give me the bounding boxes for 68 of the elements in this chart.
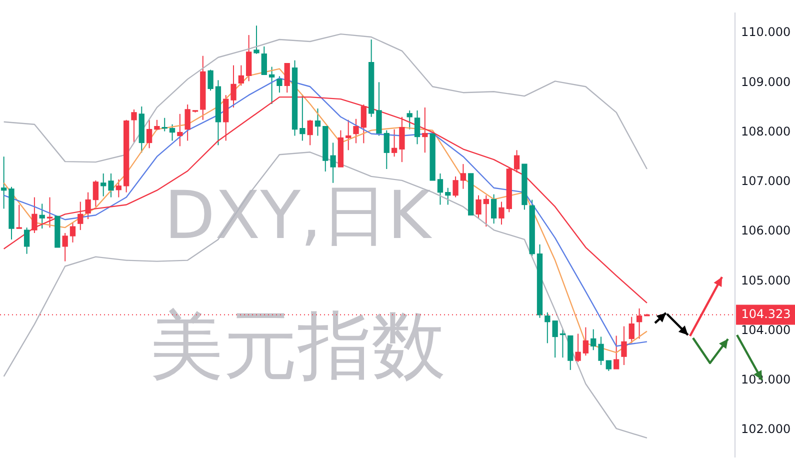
candlestick	[300, 94, 306, 142]
candlestick	[307, 119, 313, 146]
candlestick	[598, 336, 604, 366]
candlestick	[437, 172, 444, 206]
candlestick	[39, 203, 45, 230]
candlestick	[376, 82, 382, 136]
candlestick	[177, 113, 183, 147]
y-tick-label: 106.000	[741, 224, 791, 238]
y-tick-label: 105.000	[741, 273, 791, 288]
candlestick	[254, 25, 260, 54]
candlestick	[621, 326, 627, 366]
candlestick	[131, 108, 137, 144]
candlestick	[92, 180, 99, 208]
y-tick-label: 107.000	[741, 174, 791, 188]
candlestick	[476, 194, 482, 219]
y-tick-label: 110.000	[741, 25, 791, 40]
candlestick	[514, 150, 520, 173]
candlestick	[16, 204, 22, 230]
candlestick	[360, 104, 366, 144]
candlestick	[498, 201, 504, 226]
candlestick	[575, 333, 581, 363]
y-tick-label: 102.000	[741, 422, 791, 436]
candlestick	[1, 156, 7, 210]
candlestick	[628, 316, 634, 344]
y-tick-label: 109.000	[741, 74, 791, 89]
y-tick-label: 108.000	[741, 124, 791, 138]
candlestick	[406, 110, 412, 130]
candlestick	[268, 66, 275, 105]
candlestick	[284, 62, 290, 94]
candlestick	[169, 124, 176, 142]
candlestick	[391, 128, 398, 158]
candlestick	[238, 64, 244, 86]
candlestick	[460, 164, 466, 190]
candlestick	[108, 172, 114, 198]
candlestick	[314, 108, 321, 136]
candlestick	[414, 110, 420, 145]
candlestick	[100, 172, 106, 197]
candlestick	[590, 328, 596, 351]
candlestick	[70, 222, 76, 243]
candlestick	[614, 335, 620, 370]
candlestick	[606, 360, 612, 372]
candlestick	[445, 187, 451, 206]
candlestick	[261, 46, 267, 76]
candlestick	[330, 142, 336, 184]
y-tick-label: 104.000	[741, 322, 791, 337]
ref-line-label: 104.323	[741, 306, 791, 321]
candlestick	[154, 119, 160, 131]
text: 美元指数	[150, 303, 446, 390]
candlestick	[116, 178, 122, 198]
candlestick	[422, 106, 428, 154]
candlestick	[483, 194, 489, 228]
candlestick	[78, 201, 84, 231]
candlestick	[452, 176, 458, 198]
candlestick	[184, 104, 190, 142]
candlestick	[384, 130, 390, 170]
candlestick	[85, 192, 91, 220]
candlestick	[353, 118, 359, 144]
candlestick	[62, 232, 68, 262]
candlestick	[208, 69, 214, 92]
candlestick	[230, 64, 236, 108]
candlestick	[491, 194, 497, 224]
candlestick	[32, 196, 38, 234]
candlestick	[24, 227, 30, 254]
candlestick	[146, 119, 152, 149]
candlestick	[399, 116, 405, 163]
candlestick	[276, 76, 282, 94]
candlestick	[582, 326, 589, 356]
candlestick	[346, 119, 352, 151]
